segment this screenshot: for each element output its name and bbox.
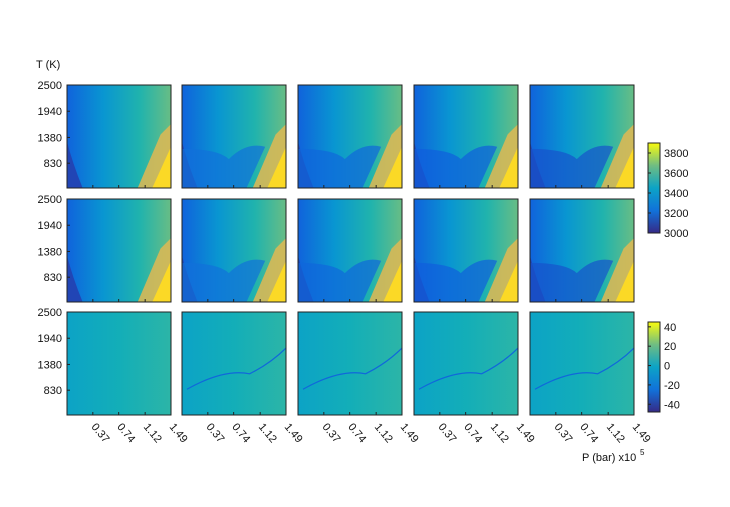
colorbar-1 xyxy=(647,142,661,234)
valley-region xyxy=(298,259,382,302)
heatmap-panel-r2-c4 xyxy=(413,198,519,303)
x-tick-label: 0.74 xyxy=(577,421,600,445)
x-tick-label: 1.12 xyxy=(604,421,627,445)
boundary-line xyxy=(534,347,635,390)
heatmap-panel-r2-c3 xyxy=(297,198,403,303)
y-tick-label: 2500 xyxy=(38,80,62,92)
heatmap-panel-r1-c3 xyxy=(297,84,403,189)
boundary-line xyxy=(186,347,287,390)
colorbar-tick-label: -20 xyxy=(664,380,680,392)
y-tick-label: 1380 xyxy=(38,246,62,258)
heatmap-panel-r3-c1 xyxy=(66,311,172,416)
y-tick-label: 830 xyxy=(44,385,62,397)
x-tick-label: 0.37 xyxy=(89,421,112,445)
x-tick-label: 1.12 xyxy=(488,421,511,445)
colorbar-tick-label: 20 xyxy=(664,341,676,353)
heatmap-panel-r3-c3 xyxy=(297,311,403,416)
peak-region xyxy=(499,146,518,188)
heatmap-panel-r1-c4 xyxy=(413,84,519,189)
x-tick-label: 0.37 xyxy=(320,421,343,445)
colorbar-tick-label: 3400 xyxy=(664,188,688,200)
x-tick-label: 1.49 xyxy=(282,421,305,445)
y-tick-label: 830 xyxy=(44,158,62,170)
panel-field xyxy=(298,312,402,415)
boundary-line xyxy=(302,347,403,390)
panel-field xyxy=(530,312,634,415)
peak-region xyxy=(499,260,518,302)
heatmap-panel-r2-c1 xyxy=(66,198,172,303)
x-tick-label: 1.49 xyxy=(514,421,537,445)
boundary-line xyxy=(418,347,519,390)
y-tick-label: 1940 xyxy=(38,220,62,232)
heatmap-panel-r2-c5 xyxy=(529,198,635,303)
x-tick-label: 1.12 xyxy=(141,421,164,445)
y-tick-label: 1380 xyxy=(38,132,62,144)
colorbar-tick-label: 3000 xyxy=(664,228,688,240)
low-region xyxy=(67,141,83,188)
x-tick-label: 0.74 xyxy=(114,421,137,445)
valley-region xyxy=(530,145,614,188)
peak-region xyxy=(267,260,286,302)
colorbar-tick-label: -40 xyxy=(664,399,680,411)
heatmap-panel-r3-c2 xyxy=(181,311,287,416)
colorbar-tick-label: 3600 xyxy=(664,168,688,180)
low-region xyxy=(67,255,83,302)
peak-region xyxy=(615,146,634,188)
colorbar-2 xyxy=(647,321,661,413)
x-tick-label: 0.37 xyxy=(436,421,459,445)
colorbar-tick-label: 3200 xyxy=(664,208,688,220)
x-tick-label: 0.74 xyxy=(345,421,368,445)
panel-field xyxy=(414,312,518,415)
x-tick-label: 0.37 xyxy=(204,421,227,445)
y-tick-label: 1380 xyxy=(38,359,62,371)
peak-region xyxy=(383,146,402,188)
valley-region xyxy=(414,259,498,302)
colorbar-tick-label: 3800 xyxy=(664,148,688,160)
y-tick-label: 830 xyxy=(44,272,62,284)
x-axis-label: P (bar) x10 xyxy=(582,452,636,464)
panel-field xyxy=(182,312,286,415)
peak-region xyxy=(152,260,171,302)
x-tick-label: 1.49 xyxy=(398,421,421,445)
peak-region xyxy=(615,260,634,302)
x-tick-label: 1.12 xyxy=(372,421,395,445)
heatmap-panel-r1-c1 xyxy=(66,84,172,189)
heatmap-panel-r1-c5 xyxy=(529,84,635,189)
x-axis-label-exponent: 5 xyxy=(640,448,645,457)
colorbar-tick-label: 0 xyxy=(664,361,670,373)
y-tick-label: 2500 xyxy=(38,307,62,319)
y-tick-label: 2500 xyxy=(38,194,62,206)
peak-region xyxy=(152,146,171,188)
valley-region xyxy=(182,259,266,302)
x-tick-label: 0.37 xyxy=(552,421,575,445)
y-axis-label: T (K) xyxy=(36,59,60,71)
valley-region xyxy=(530,259,614,302)
y-tick-label: 1940 xyxy=(38,106,62,118)
colorbar-tick-label: 40 xyxy=(664,322,676,334)
valley-region xyxy=(414,145,498,188)
x-tick-label: 1.49 xyxy=(167,421,190,445)
x-tick-label: 0.74 xyxy=(461,421,484,445)
x-tick-label: 1.49 xyxy=(630,421,653,445)
x-tick-label: 0.74 xyxy=(229,421,252,445)
x-tick-label: 1.12 xyxy=(256,421,279,445)
heatmap-panel-r1-c2 xyxy=(181,84,287,189)
peak-region xyxy=(383,260,402,302)
heatmap-panel-r3-c4 xyxy=(413,311,519,416)
valley-region xyxy=(298,145,382,188)
panel-field xyxy=(67,312,171,415)
valley-region xyxy=(182,145,266,188)
peak-region xyxy=(267,146,286,188)
y-tick-label: 1940 xyxy=(38,333,62,345)
heatmap-panel-r2-c2 xyxy=(181,198,287,303)
heatmap-panel-r3-c5 xyxy=(529,311,635,416)
